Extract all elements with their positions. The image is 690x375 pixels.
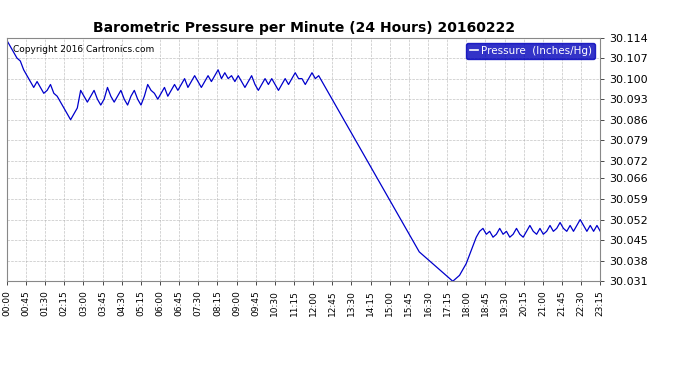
Title: Barometric Pressure per Minute (24 Hours) 20160222: Barometric Pressure per Minute (24 Hours… (92, 21, 515, 35)
Text: Copyright 2016 Cartronics.com: Copyright 2016 Cartronics.com (13, 45, 154, 54)
Legend: Pressure  (Inches/Hg): Pressure (Inches/Hg) (466, 43, 595, 59)
